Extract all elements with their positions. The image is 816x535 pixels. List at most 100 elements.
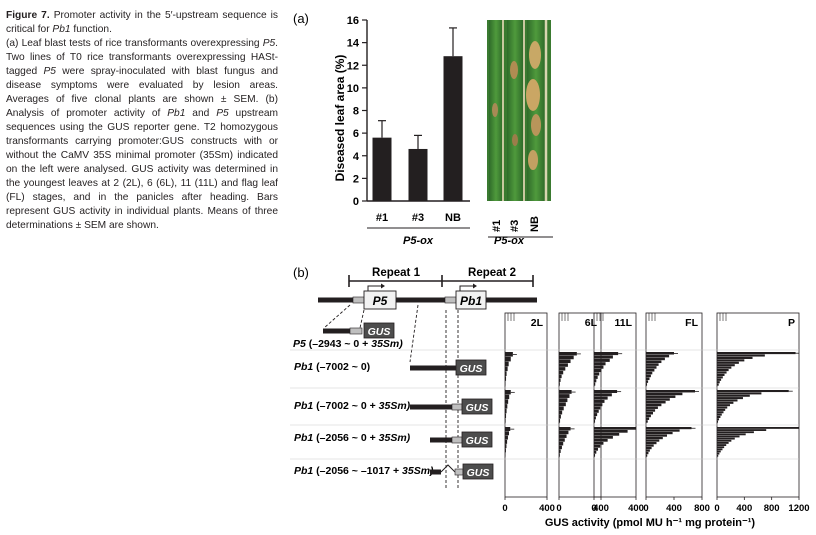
gus-bar <box>594 365 604 369</box>
x-tick-label: 400 <box>539 503 555 514</box>
gus-bar <box>646 395 676 398</box>
gus-bar <box>594 362 606 366</box>
y-tick-label: 16 <box>347 15 359 27</box>
gus-panel-frame <box>504 312 548 498</box>
stage-label: FL <box>685 317 698 329</box>
gus-bar <box>646 427 692 430</box>
gus-bar <box>505 352 513 357</box>
gus-bar <box>717 399 738 402</box>
photo-labels: #1 #3 NB <box>491 216 541 232</box>
gus-bar <box>505 366 508 372</box>
gus-bar <box>717 397 743 400</box>
gus-bar <box>505 408 507 414</box>
gus-bar <box>717 356 753 359</box>
gus-bar <box>717 359 745 362</box>
gus-bar <box>646 363 659 366</box>
gus-bar <box>505 418 506 423</box>
panel-b-label: (b) <box>293 265 309 280</box>
figure-caption: Figure 7. Promoter activity in the 5′-up… <box>6 9 278 233</box>
gus-bar <box>594 427 636 430</box>
y-tick-label: 4 <box>353 151 360 163</box>
gus-label: GUS <box>460 363 483 375</box>
gus-bar <box>559 438 565 442</box>
gus-bar <box>717 390 789 393</box>
y-tick-label: 10 <box>347 83 359 95</box>
gus-bar <box>505 361 509 367</box>
gus-bar <box>559 367 566 371</box>
gus-bar <box>559 382 560 386</box>
gus-bar <box>594 451 597 454</box>
gus-bar <box>505 427 511 431</box>
gus-bar <box>594 439 608 442</box>
caption-body: (a) Leaf blast tests of rice transforman… <box>6 38 279 231</box>
gus-bar <box>559 414 561 419</box>
x-tick-label: 400 <box>628 503 644 514</box>
x-tick-label: 0 <box>591 503 596 514</box>
gus-bar <box>646 401 666 404</box>
gus-bar <box>646 360 662 364</box>
repeat1-label: Repeat 1 <box>372 267 421 279</box>
construct-list: P5 (–2943 ~ 0 + 35Sm) Pb1 (–7002 ~ 0) Pb1 … <box>293 322 494 480</box>
stage-label: 2L <box>531 317 544 329</box>
gus-bar <box>594 436 613 439</box>
gus-bar <box>717 406 728 409</box>
gus-bar <box>717 376 723 379</box>
gus-bar <box>717 446 725 449</box>
gus-bar <box>559 363 568 367</box>
disease-bar-chart: Diseased leaf area (%) 0 2 4 6 8 10 12 14 16 #1 #… <box>333 15 470 247</box>
gus-bar <box>646 406 658 409</box>
gus-bar <box>505 371 507 376</box>
gus-bar <box>594 390 618 393</box>
gus-x-axis-label: GUS activity (pmol MU h⁻¹ mg protein⁻¹) <box>545 517 756 529</box>
gus-bar <box>559 449 561 453</box>
gus-bar <box>505 356 511 362</box>
genomic-map: P5 Pb1 <box>318 283 537 490</box>
gus-bar <box>505 444 507 449</box>
gus-bar <box>559 398 568 403</box>
caption-label: Figure 7. <box>6 10 50 21</box>
gus-bar <box>559 406 564 411</box>
gus-bar <box>717 431 754 434</box>
gus-bar <box>717 392 762 395</box>
repeat-brackets: Repeat 1 Repeat 2 <box>348 267 534 287</box>
leaf-photo <box>487 20 551 201</box>
gus-reporter-box <box>455 359 487 376</box>
gus-bar <box>505 376 507 381</box>
gus-bar <box>559 445 562 450</box>
gus-bar <box>594 358 610 362</box>
gus-bar <box>717 439 732 442</box>
gus-bar <box>646 392 683 396</box>
x-category-label: NB <box>445 212 461 224</box>
gus-bar <box>717 373 725 376</box>
y-tick-label: 6 <box>353 128 359 140</box>
gus-bar <box>646 420 648 423</box>
repeat2-label: Repeat 2 <box>468 267 516 279</box>
gus-bar <box>559 390 572 394</box>
gus-bar <box>717 437 735 440</box>
x-tick-label: 0 <box>502 503 507 514</box>
stage-label: 11L <box>614 317 632 329</box>
x-tick-label: 400 <box>736 503 752 514</box>
gus-bar <box>505 448 506 453</box>
gus-bar <box>646 429 680 432</box>
gus-bar <box>717 450 721 453</box>
gus-bar <box>646 380 649 383</box>
gus-bar <box>646 377 650 381</box>
bar <box>408 148 428 201</box>
gus-bar <box>594 369 602 373</box>
stage-label: 6L <box>585 317 598 329</box>
gus-bar <box>717 454 719 457</box>
gus-bar <box>717 378 722 381</box>
gus-bar <box>559 434 567 438</box>
construct-label: Pb1 (–2056 ~ –1017 + 35Sm) <box>294 465 434 477</box>
gus-bar <box>717 411 724 414</box>
gus-bar <box>717 420 719 423</box>
gus-bar <box>559 394 570 398</box>
y-tick-label: 12 <box>347 60 359 72</box>
gus-bar <box>717 361 739 364</box>
gus-bar <box>646 383 648 386</box>
pb1-gene-label: Pb1 <box>460 294 482 308</box>
construct-label: Pb1 (–7002 ~ 0 + 35Sm) <box>294 400 411 412</box>
gus-bar <box>717 448 723 451</box>
